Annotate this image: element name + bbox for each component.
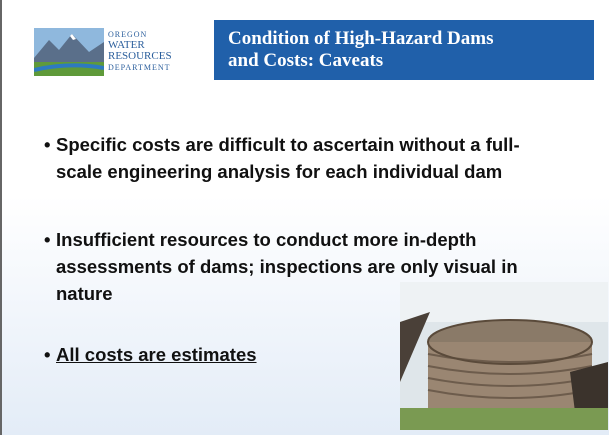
logo-line: DEPARTMENT	[108, 62, 172, 73]
dam-photo	[400, 282, 608, 430]
bullet: Specific costs are difficult to ascertai…	[44, 131, 564, 185]
logo-image	[34, 28, 104, 76]
title-box: Condition of High-Hazard Dams and Costs:…	[214, 20, 594, 80]
logo-text: OREGON WATER RESOURCES DEPARTMENT	[108, 29, 172, 73]
title-line: and Costs: Caveats	[228, 50, 580, 72]
slide: OREGON WATER RESOURCES DEPARTMENT Condit…	[0, 0, 609, 435]
logo-line: RESOURCES	[108, 51, 172, 62]
title-line: Condition of High-Hazard Dams	[228, 28, 580, 50]
